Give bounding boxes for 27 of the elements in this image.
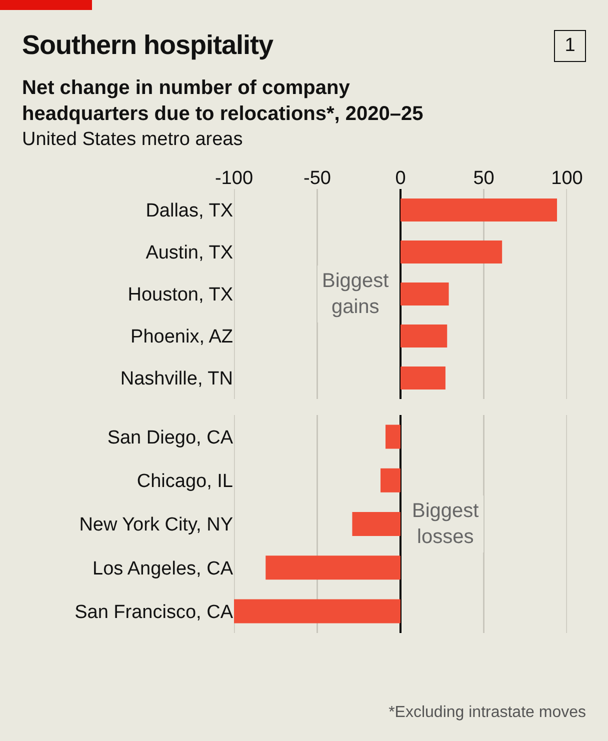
annotation: Biggest losses — [412, 500, 480, 548]
y-tick-label: Austin, TX — [146, 242, 234, 264]
text: 1 — [554, 30, 586, 62]
y-tick-label: San Francisco, CA — [74, 602, 234, 623]
y-tick-label: San Diego, CA — [107, 427, 234, 448]
x-tick-label: 100 — [551, 168, 583, 190]
annotation: Biggest gains — [322, 270, 390, 318]
bar — [400, 198, 558, 222]
x-tick-label: -50 — [304, 168, 331, 190]
bar — [400, 282, 449, 306]
y-tick-label: Houston, TX — [128, 284, 234, 306]
y-tick-label: Nashville, TN — [120, 368, 233, 390]
y-tick-label: Dallas, TX — [146, 200, 234, 222]
text: United States metro areas — [22, 129, 244, 151]
x-tick-label: 0 — [395, 168, 406, 190]
bar — [400, 240, 502, 264]
bar — [400, 366, 446, 390]
chart-title: Southern hospitality — [22, 30, 274, 60]
y-tick-label: Chicago, IL — [136, 471, 233, 492]
x-tick-label: 50 — [473, 168, 494, 190]
y-tick-label: New York City, NY — [79, 514, 234, 536]
x-tick-label: -100 — [214, 168, 254, 190]
chart-subtitle: Net change in number of company headquarters due to relocations*, 2020–25 — [22, 76, 424, 127]
bar — [400, 324, 448, 348]
text: *Excluding intrastate moves — [388, 704, 586, 722]
y-tick-label: Phoenix, AZ — [130, 326, 234, 348]
y-tick-label: Los Angeles, CA — [92, 558, 234, 580]
